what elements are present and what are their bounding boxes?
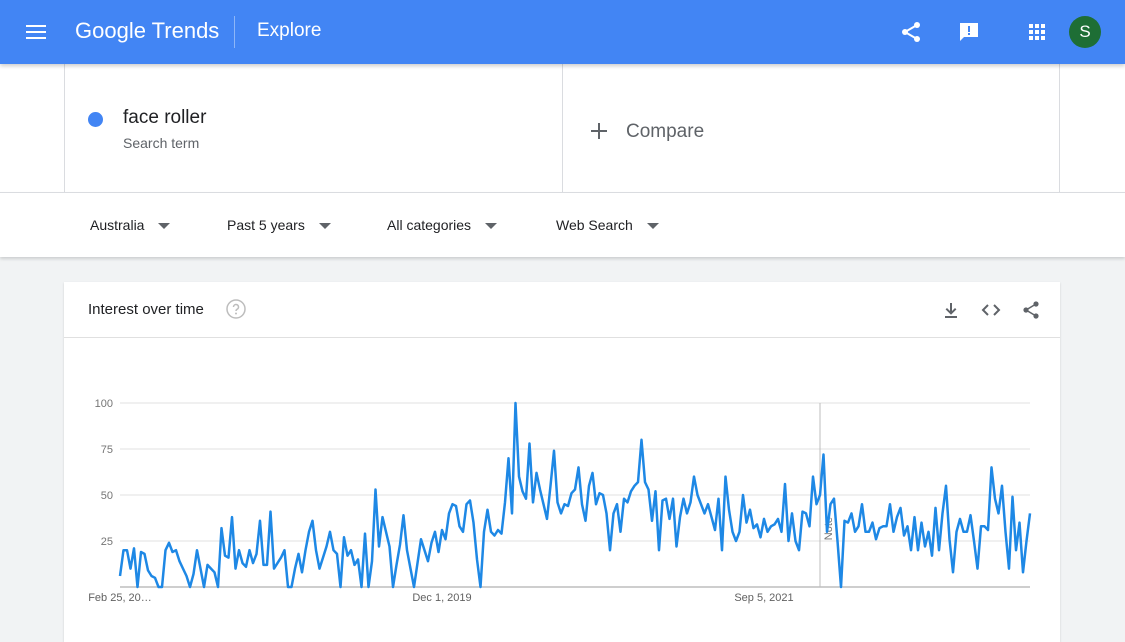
divider xyxy=(234,16,235,48)
filter-label: All categories xyxy=(387,217,472,233)
card xyxy=(64,282,1060,642)
filter-label: Australia xyxy=(90,217,145,233)
section-title: Explore xyxy=(257,20,322,41)
top-bar: Google Trends Explore S xyxy=(0,0,1125,64)
filter-label: Past 5 years xyxy=(227,217,305,233)
series-line xyxy=(118,401,1032,589)
y-tick-label: 100 xyxy=(95,398,113,410)
embed-button[interactable] xyxy=(981,300,1001,320)
share-button[interactable] xyxy=(899,20,923,44)
brand[interactable]: Google Trends xyxy=(75,18,220,43)
search-term-type: Search term xyxy=(123,135,200,151)
card-divider xyxy=(64,337,1060,338)
download-button[interactable] xyxy=(941,300,961,320)
dropdown-arrow xyxy=(485,223,498,229)
y-tick-label: 50 xyxy=(101,490,113,502)
apps-button[interactable] xyxy=(1025,20,1049,44)
filter-label: Web Search xyxy=(556,217,633,233)
x-tick-label: Dec 1, 2019 xyxy=(412,592,471,604)
dropdown-arrow xyxy=(158,223,171,229)
feedback-button[interactable] xyxy=(957,20,981,44)
menu-button[interactable] xyxy=(24,20,48,44)
avatar[interactable]: S xyxy=(1069,16,1101,48)
chart: 25 50 75 100 Feb 25, 20… Dec 1, 2019 Sep 5, 20… xyxy=(88,398,1032,604)
term-box[interactable] xyxy=(64,64,563,192)
dropdown-arrow xyxy=(318,223,331,229)
filter-dropdown[interactable]: Australia xyxy=(90,217,171,233)
x-tick-label: Sep 5, 2021 xyxy=(734,592,793,604)
x-tick-label: Feb 25, 20… xyxy=(88,592,152,604)
filter-bar xyxy=(0,192,1125,257)
y-tick-label: 75 xyxy=(101,444,113,456)
filter-dropdown[interactable]: Past 5 years xyxy=(227,217,331,233)
compare-box[interactable] xyxy=(562,64,1060,192)
share-chart-button[interactable] xyxy=(1021,300,1041,320)
filter-dropdown[interactable]: All categories xyxy=(387,217,498,233)
dropdown-arrow xyxy=(646,223,659,229)
filter-dropdown[interactable]: Web Search xyxy=(556,217,659,233)
plus-icon xyxy=(591,123,607,139)
compare[interactable]: Compare xyxy=(626,121,705,142)
help-icon[interactable] xyxy=(226,299,246,319)
card-title: Interest over time xyxy=(88,301,204,318)
term-color xyxy=(88,112,103,127)
y-tick-label: 25 xyxy=(101,536,113,548)
search-term[interactable]: face roller xyxy=(123,107,207,128)
